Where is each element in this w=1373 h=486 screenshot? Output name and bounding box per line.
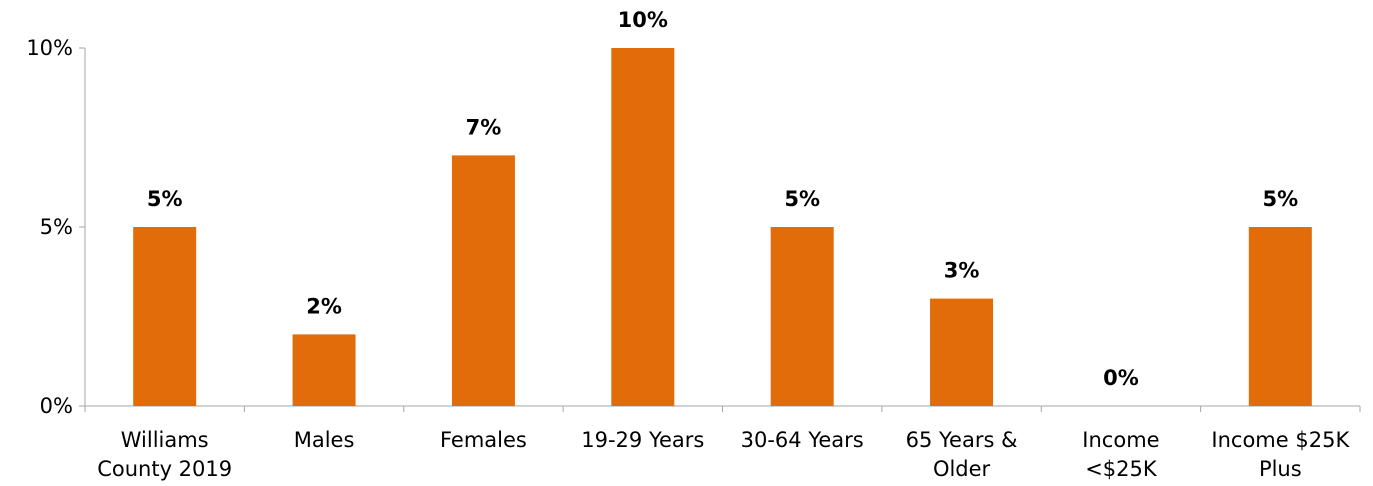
x-axis-ticks: Williams County 2019 Males Females 19-29 Yea… — [84, 406, 1361, 481]
x-tick-label: 19-29 Years — [581, 428, 704, 452]
data-label: 0% — [1103, 366, 1139, 390]
x-tick-label-line: Williams — [121, 428, 209, 452]
x-tick-label-line: Plus — [1259, 457, 1302, 481]
x-tick-label-line: Income — [1082, 428, 1159, 452]
x-tick-label: 65 Years & Older — [906, 428, 1018, 481]
x-tick-label: Females — [440, 428, 527, 452]
bar — [611, 48, 675, 406]
x-tick-label-line: County 2019 — [97, 457, 232, 481]
x-tick-label-line: Males — [294, 428, 355, 452]
x-tick-label-line: Females — [440, 428, 527, 452]
data-label: 10% — [618, 8, 668, 32]
bar — [451, 155, 515, 406]
x-tick-label: Williams County 2019 — [97, 428, 232, 481]
data-label: 5% — [1262, 187, 1298, 211]
data-label: 5% — [147, 187, 183, 211]
x-tick-label-line: Income $25K — [1211, 428, 1350, 452]
bar — [1248, 227, 1312, 406]
x-tick-label-line: Older — [933, 457, 991, 481]
x-tick-label-line: <$25K — [1085, 457, 1158, 481]
x-tick-label-line: 65 Years & — [906, 428, 1018, 452]
x-tick-label-line: 19-29 Years — [581, 428, 704, 452]
data-label: 3% — [944, 259, 980, 283]
bar — [133, 227, 197, 406]
y-tick-label: 0% — [40, 394, 73, 418]
x-tick-label: Income $25K Plus — [1211, 428, 1350, 481]
bar — [930, 298, 994, 406]
x-tick-label: 30-64 Years — [741, 428, 864, 452]
axes — [84, 48, 1360, 407]
x-tick-label: Males — [294, 428, 355, 452]
bar — [292, 334, 356, 406]
bar — [770, 227, 834, 406]
data-label: 5% — [784, 187, 820, 211]
y-tick-label: 10% — [26, 36, 73, 60]
bars — [133, 48, 1312, 406]
x-tick-label: Income <$25K — [1082, 428, 1159, 481]
data-label: 2% — [306, 294, 342, 318]
data-labels: 5% 2% 7% 10% 5% 3% 0% 5% — [147, 8, 1298, 390]
data-label: 7% — [466, 115, 502, 139]
y-axis-ticks: 0% 5% 10% — [26, 36, 85, 418]
y-tick-label: 5% — [40, 215, 73, 239]
x-tick-label-line: 30-64 Years — [741, 428, 864, 452]
